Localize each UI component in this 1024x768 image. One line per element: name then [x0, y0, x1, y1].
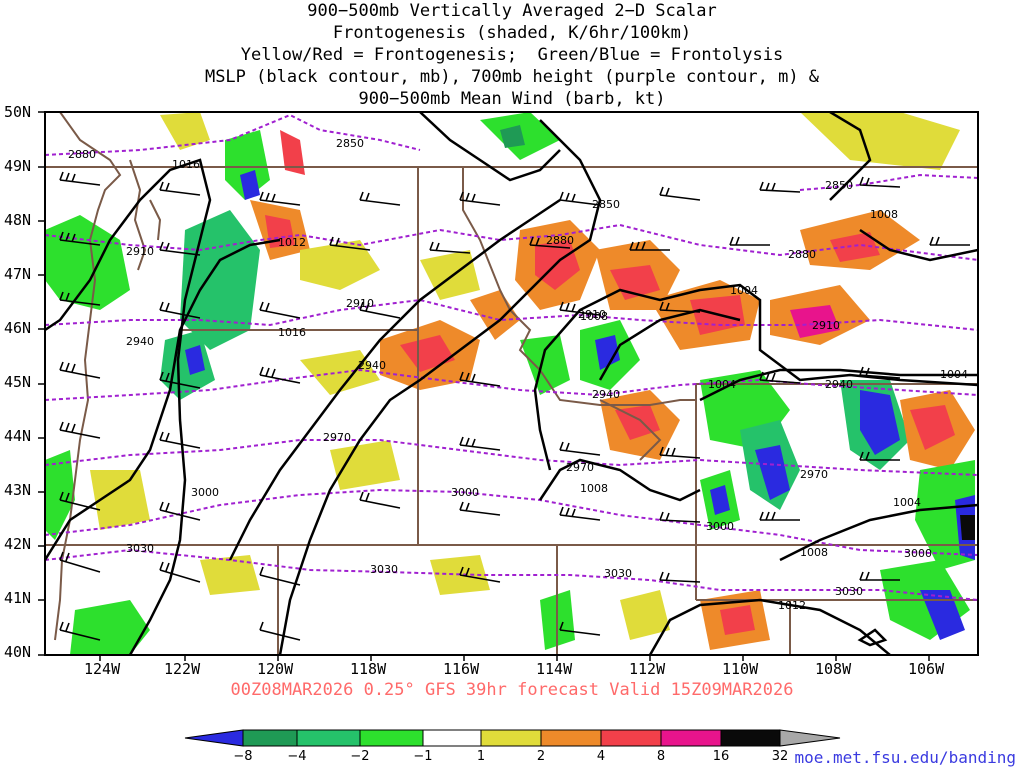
- forecast-footer: 00Z08MAR2026 0.25° GFS 39hr forecast Val…: [230, 680, 794, 700]
- lon-label: 106W: [908, 660, 945, 678]
- colorbar-swatch: [779, 729, 841, 747]
- height-label: 3000: [451, 486, 479, 499]
- colorbar-swatch: [296, 729, 361, 747]
- height-label: 2880: [68, 148, 96, 161]
- height-label: 2880: [546, 234, 574, 247]
- pressure-label: 1008: [580, 310, 608, 323]
- height-label: 3030: [835, 585, 863, 598]
- lat-label: 44N: [4, 427, 32, 445]
- colorbar-label: −2: [350, 749, 369, 764]
- colorbar-label: −1: [413, 749, 432, 764]
- height-label: 3000: [706, 520, 734, 533]
- colorbar-label: −8: [233, 749, 252, 764]
- colorbar-label: −4: [287, 749, 306, 764]
- colorbar-swatch: [184, 729, 244, 747]
- colorbar-swatch: [540, 729, 602, 747]
- height-label: 2850: [592, 198, 620, 211]
- pressure-label: 1016: [278, 326, 306, 339]
- lat-label: 49N: [4, 157, 32, 175]
- pressure-label: 1004: [940, 368, 968, 381]
- pressure-label: 1004: [730, 284, 758, 297]
- lon-label: 118W: [350, 660, 387, 678]
- lat-label: 48N: [4, 211, 32, 229]
- height-label: 2940: [358, 359, 386, 372]
- title-line-1: 900−500mb Vertically Averaged 2−D Scalar: [307, 1, 717, 21]
- height-label: 2910: [126, 245, 154, 258]
- height-label: 2940: [825, 378, 853, 391]
- height-label: 3030: [370, 563, 398, 576]
- lon-label: 114W: [536, 660, 573, 678]
- title-line-2: Frontogenesis (shaded, K/6hr/100km): [332, 23, 692, 43]
- pressure-label: 1016: [172, 158, 200, 171]
- height-label: 2910: [812, 319, 840, 332]
- height-label: 2940: [592, 388, 620, 401]
- height-label: 3000: [191, 486, 219, 499]
- mslp-labels: 1016 1012 1016 1008 1004 1004 1008 1004 …: [172, 158, 968, 612]
- height-label: 2910: [578, 308, 606, 321]
- height-label: 2850: [825, 179, 853, 192]
- height-label: 2970: [800, 468, 828, 481]
- pressure-label: 1008: [800, 546, 828, 559]
- colorbar-label: 16: [713, 749, 730, 764]
- colorbar-label: 1: [477, 749, 485, 764]
- lat-label: 43N: [4, 481, 32, 499]
- pressure-label: 1008: [580, 482, 608, 495]
- colorbar-label: 32: [772, 749, 789, 764]
- pressure-label: 1008: [870, 208, 898, 221]
- lon-label: 120W: [257, 660, 294, 678]
- colorbar-label: 2: [537, 749, 545, 764]
- pressure-label: 1004: [893, 496, 921, 509]
- height-label: 2970: [566, 461, 594, 474]
- height-label: 2970: [323, 431, 351, 444]
- colorbar-swatch: [660, 729, 722, 747]
- height-label: 3030: [604, 567, 632, 580]
- height-label: 3030: [126, 542, 154, 555]
- lon-label: 124W: [84, 660, 121, 678]
- lat-label: 45N: [4, 373, 32, 391]
- height-contours: [45, 113, 978, 601]
- pressure-label: 1012: [778, 599, 806, 612]
- title-line-3: Yellow/Red = Frontogenesis; Green/Blue =…: [240, 45, 784, 65]
- lat-label: 50N: [4, 103, 32, 121]
- lon-label: 116W: [443, 660, 480, 678]
- coastline: [54, 112, 662, 641]
- lat-label: 46N: [4, 319, 32, 337]
- height-label: 2880: [788, 248, 816, 261]
- lat-label: 41N: [4, 589, 32, 607]
- title-line-4: MSLP (black contour, mb), 700mb height (…: [204, 67, 820, 87]
- colorbar-label: 8: [657, 749, 665, 764]
- pressure-label: 1012: [278, 236, 306, 249]
- title-line-5: 900−500mb Mean Wind (barb, kt): [358, 89, 666, 109]
- lon-label: 112W: [629, 660, 666, 678]
- mslp-contours: [45, 112, 978, 655]
- colorbar-swatch: [359, 729, 424, 747]
- height-label: 3000: [904, 547, 932, 560]
- lon-label: 110W: [722, 660, 759, 678]
- colorbar-label: 4: [597, 749, 605, 764]
- height-label: 2910: [346, 297, 374, 310]
- colorbar-swatch: [720, 729, 781, 747]
- height-label: 2940: [126, 335, 154, 348]
- lat-label: 47N: [4, 265, 32, 283]
- axis-ticks: [38, 111, 930, 661]
- colorbar-swatch: [422, 729, 482, 747]
- lat-label: 42N: [4, 535, 32, 553]
- lon-label: 108W: [815, 660, 852, 678]
- colorbar: −8 −4 −2 −1 1 2 4 8 16 32: [184, 729, 841, 764]
- colorbar-swatch: [480, 729, 542, 747]
- source-credit[interactable]: moe.met.fsu.edu/banding: [794, 748, 1016, 767]
- colorbar-swatch: [600, 729, 662, 747]
- lat-label: 40N: [4, 643, 32, 661]
- pressure-label: 1004: [708, 378, 736, 391]
- height-label: 2850: [336, 137, 364, 150]
- lon-label: 122W: [164, 660, 201, 678]
- colorbar-swatch: [242, 729, 298, 747]
- height-labels: 2850 2880 2880 2850 2850 2910 2880 2910 …: [68, 137, 932, 598]
- wind-barbs: [59, 171, 970, 641]
